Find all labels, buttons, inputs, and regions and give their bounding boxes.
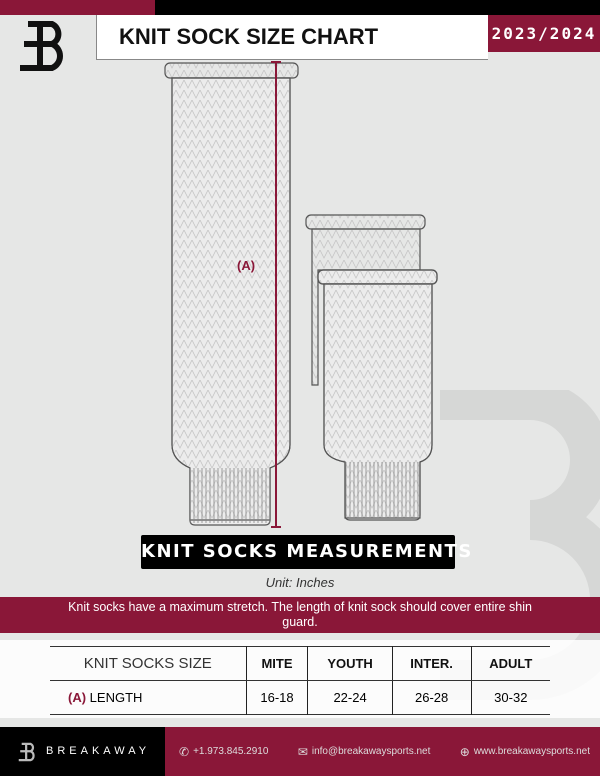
cell-youth: 22-24	[307, 680, 393, 715]
short-sock-front	[317, 269, 438, 521]
col-header-inter: INTER.	[391, 646, 472, 681]
measure-label: (A)	[237, 258, 255, 273]
footer-contact-bar: ✆ +1.973.845.2910 ✉ info@breakawaysports…	[165, 727, 600, 776]
table-row: (A) LENGTH 16-18 22-24 26-28 30-32	[50, 680, 550, 715]
row-label: (A) LENGTH	[50, 681, 246, 715]
long-sock	[164, 62, 299, 526]
row-marker: (A)	[68, 690, 87, 705]
sock-diagram: (A)	[164, 61, 438, 528]
top-accent-bar	[0, 0, 155, 15]
short-sock-back	[305, 214, 426, 386]
cell-inter: 26-28	[391, 680, 472, 715]
size-table: KNIT SOCKS SIZE MITE YOUTH INTER. ADULT …	[50, 646, 550, 715]
col-header-youth: YOUTH	[307, 646, 393, 681]
footer-brand: BREAKAWAY	[46, 745, 151, 757]
footer-website[interactable]: ⊕ www.breakawaysports.net	[459, 744, 590, 759]
cell-adult: 30-32	[470, 680, 550, 715]
stretch-note: Knit socks have a maximum stretch. The l…	[0, 597, 600, 633]
row-name: LENGTH	[89, 690, 143, 705]
season-badge: 2023/2024	[488, 15, 600, 52]
col-header-adult: ADULT	[470, 646, 550, 681]
breakaway-logo-icon	[20, 21, 63, 71]
globe-icon: ⊕	[459, 744, 470, 759]
mail-icon: ✉	[297, 744, 308, 759]
length-measure-line	[271, 61, 281, 528]
title-banner: KNIT SOCK SIZE CHART	[96, 15, 488, 60]
section-label: KNIT SOCKS MEASUREMENTS	[141, 535, 471, 569]
top-dark-bar	[155, 0, 600, 15]
cell-mite: 16-18	[245, 680, 308, 715]
col-header-mite: MITE	[245, 646, 308, 681]
page-title: KNIT SOCK SIZE CHART	[119, 24, 379, 49]
col-header-size: KNIT SOCKS SIZE	[50, 646, 246, 681]
footer-email[interactable]: ✉ info@breakawaysports.net	[297, 744, 431, 759]
footer-phone[interactable]: ✆ +1.973.845.2910	[179, 744, 269, 759]
footer-brand-area: BREAKAWAY	[0, 727, 165, 776]
phone-icon: ✆	[179, 744, 190, 759]
unit-label: Unit: Inches	[265, 575, 335, 590]
footer-logo-icon	[18, 742, 35, 762]
